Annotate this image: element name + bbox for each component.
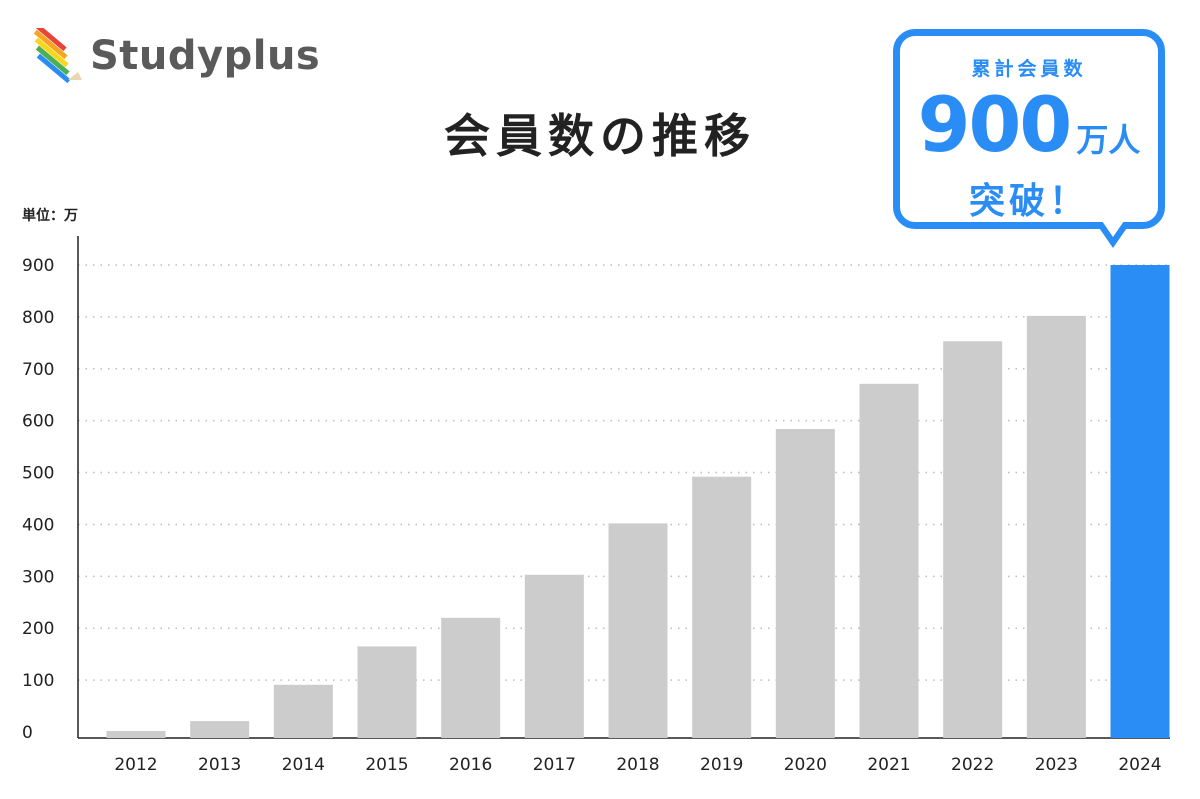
brand-logo: Studyplus [28,28,320,84]
x-tick-label: 2024 [1118,755,1161,775]
bar [273,684,333,738]
x-tick-label: 2023 [1035,755,1078,775]
x-tick-label: 2012 [114,755,157,775]
callout-suffix: 突破！ [968,181,1089,222]
pencil-stripes-logo-icon [32,28,82,84]
bar [441,617,501,738]
bar [1026,315,1086,738]
y-tick-label: 0 [22,723,33,743]
y-tick-label: 600 [22,412,54,432]
x-tick-label: 2022 [951,755,994,775]
y-tick-label: 700 [22,360,54,380]
chart-title: 会員数の推移 [444,109,756,163]
x-tick-label: 2021 [867,755,910,775]
unit-label: 単位：万 [22,208,78,224]
x-tick-label: 2017 [533,755,576,775]
callout-value: 900 万人 [900,80,1158,169]
logo-stripe [36,53,71,84]
y-tick-label: 300 [22,567,54,587]
callout-label: 累計会員数 [971,58,1087,80]
x-tick-label: 2019 [700,755,743,775]
bar [859,383,919,738]
bar [692,476,752,738]
y-tick-label: 200 [22,619,54,639]
logo-stripe [34,37,69,68]
milestone-callout: 累計会員数 900 万人 突破！ [893,29,1165,229]
logo-stripe [33,29,68,60]
x-tick-label: 2020 [784,755,827,775]
y-tick-label: 400 [22,515,54,535]
y-tick-label: 100 [22,671,54,691]
bar [608,523,668,738]
bar [106,730,166,738]
x-tick-label: 2013 [198,755,241,775]
callout-number: 900 [917,80,1073,169]
y-tick-label: 900 [22,256,54,276]
brand-name: Studyplus [90,33,321,79]
bar [524,574,584,738]
bar [775,428,835,738]
x-tick-label: 2018 [616,755,659,775]
callout-tail-inner [1102,221,1124,237]
logo-stripe [35,45,70,76]
logo-stripe [32,28,67,52]
x-tick-label: 2015 [365,755,408,775]
bar [190,721,250,738]
bar [357,646,417,738]
x-tick-label: 2014 [282,755,325,775]
bar [943,341,1003,738]
callout-unit: 万人 [1076,121,1141,159]
y-tick-label: 800 [22,308,54,328]
bar [1110,265,1170,738]
x-tick-label: 2016 [449,755,492,775]
y-tick-label: 500 [22,464,54,484]
